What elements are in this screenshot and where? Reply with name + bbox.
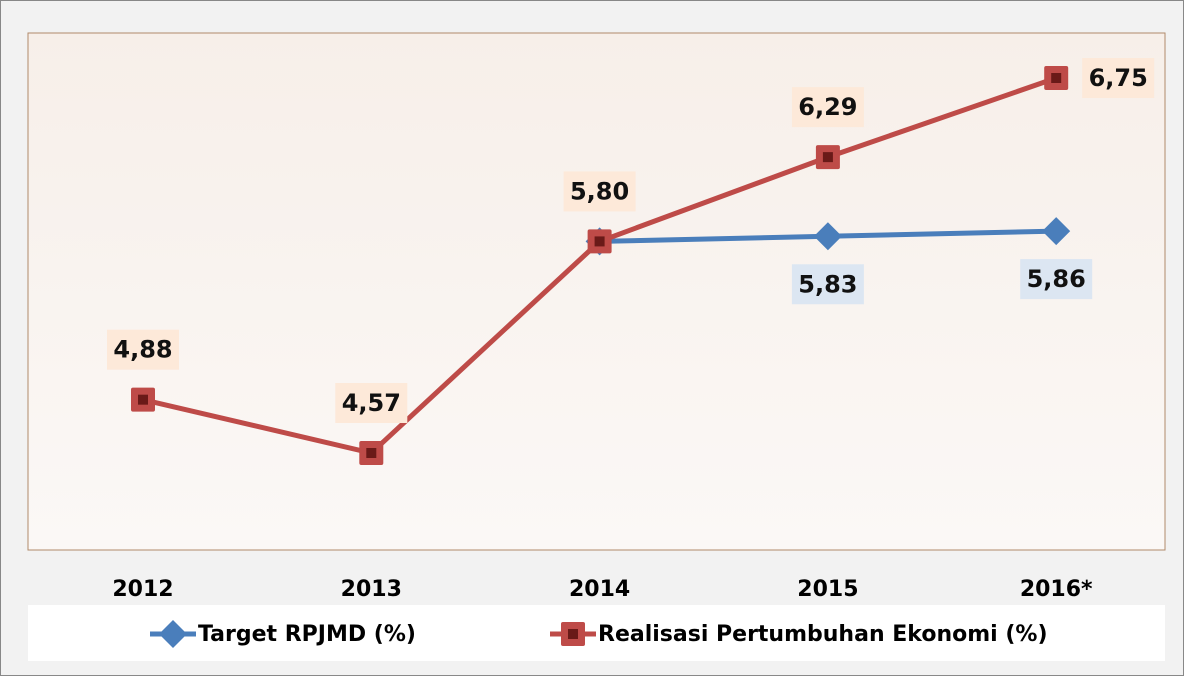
marker-inner — [1051, 73, 1061, 83]
value-label: 5,86 — [1027, 265, 1086, 293]
value-label: 5,83 — [798, 270, 857, 298]
marker — [359, 441, 383, 465]
marker-inner — [568, 629, 578, 639]
x-tick-label: 2013 — [341, 577, 402, 602]
value-label: 6,75 — [1089, 64, 1148, 92]
marker-inner — [138, 395, 148, 405]
value-label: 4,88 — [113, 336, 172, 364]
value-label: 5,80 — [570, 177, 629, 205]
x-tick-label: 2012 — [112, 577, 173, 602]
plot-area — [28, 33, 1165, 550]
value-label: 4,57 — [342, 389, 401, 417]
legend-label: Realisasi Pertumbuhan Ekonomi (%) — [598, 622, 1048, 647]
marker — [1044, 66, 1068, 90]
x-tick-label: 2016* — [1020, 577, 1093, 602]
value-label: 6,29 — [798, 93, 857, 121]
marker-inner — [366, 448, 376, 458]
chart: 2012 2013 2014 2015 2016* 5,83 5,86 4,88 4,57 5,8… — [0, 0, 1184, 676]
marker-inner — [823, 152, 833, 162]
marker — [131, 388, 155, 412]
marker-inner — [595, 236, 605, 246]
x-tick-label: 2015 — [797, 577, 858, 602]
x-tick-label: 2014 — [569, 577, 630, 602]
legend-label: Target RPJMD (%) — [198, 622, 416, 647]
marker — [816, 145, 840, 169]
marker — [588, 229, 612, 253]
marker — [561, 622, 585, 646]
